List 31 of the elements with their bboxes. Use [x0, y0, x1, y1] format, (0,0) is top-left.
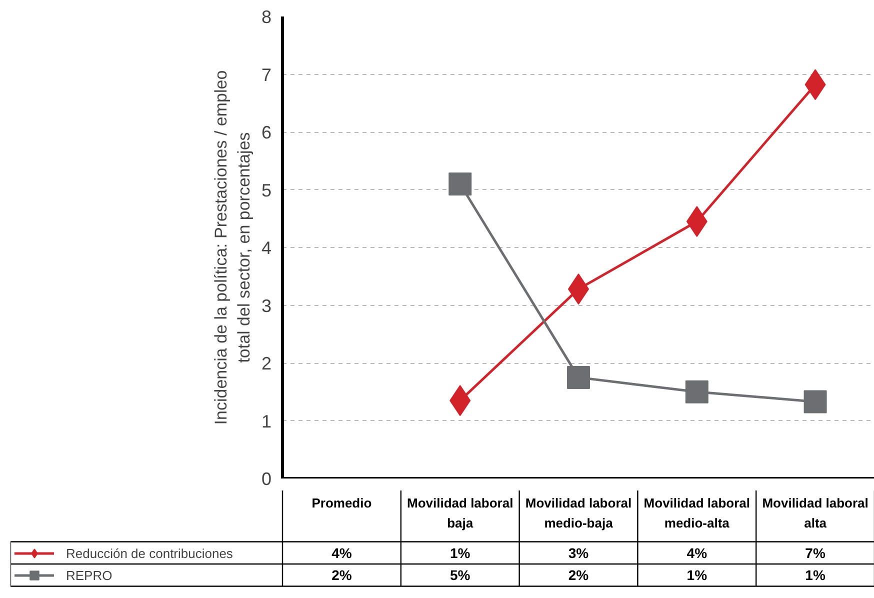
x-tick-label: Movilidad laboral medio-baja [525, 495, 632, 530]
x-tick-label: Movilidad laboral baja [407, 495, 514, 530]
data-label: 5% [450, 567, 471, 584]
point [804, 390, 827, 414]
data-label: 3% [568, 544, 590, 561]
y-tick-label: 1 [261, 411, 272, 432]
y-tick-label: 5 [261, 180, 272, 200]
y-tick-label: 6 [261, 122, 272, 142]
y-axis-title: Incidencia de la política: Prestaciones / empleo total del sector, en porcentajes [212, 70, 254, 425]
y-tick-label: 7 [261, 64, 272, 85]
x-tick-label: Movilidad laboral medio-alta [644, 495, 750, 530]
data-label: 1% [686, 567, 708, 584]
data-label: 1% [805, 567, 826, 584]
legend-label: REPRO [66, 566, 112, 584]
legend-label: Reducción de contribuciones [66, 544, 233, 562]
point [685, 380, 708, 404]
y-tick-label: 8 [261, 7, 272, 27]
data-label: 7% [805, 544, 826, 561]
data-label: 2% [568, 567, 590, 584]
y-tick-label: 0 [261, 469, 272, 489]
point [448, 172, 472, 196]
y-tick-label: 4 [261, 238, 272, 258]
x-tick-label: Promedio [312, 495, 372, 510]
text: 4% [332, 544, 352, 561]
text: 2% [332, 567, 352, 584]
data-label: 4% [686, 544, 708, 561]
y-tick-label: 2 [261, 354, 272, 374]
y-tick-label: 3 [261, 296, 272, 316]
point [567, 366, 590, 389]
x-tick-label: Movilidad laboral alta [762, 495, 868, 530]
data-label: 1% [450, 544, 471, 561]
